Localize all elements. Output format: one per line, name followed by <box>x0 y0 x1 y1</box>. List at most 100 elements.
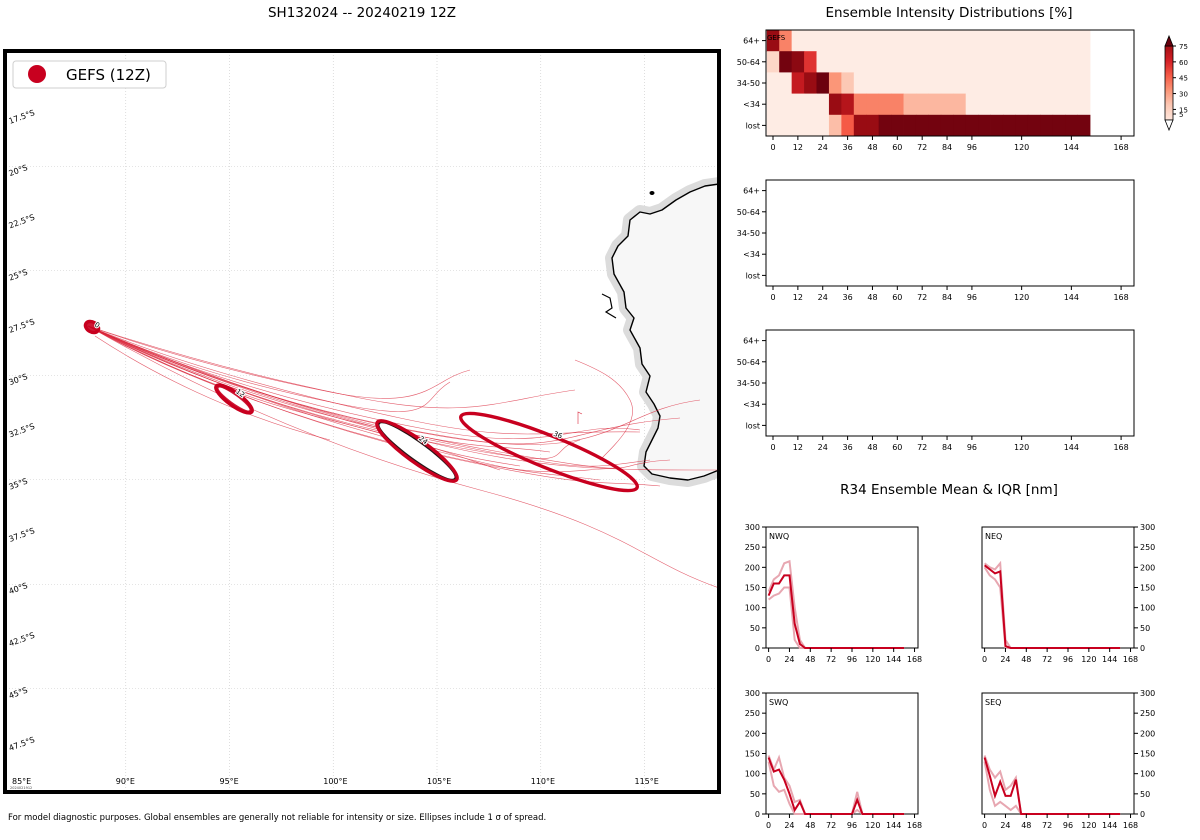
colorbar-extend-min <box>1164 119 1174 132</box>
x-tick-label: 24 <box>1000 821 1010 830</box>
x-tick-label: 144 <box>1064 443 1079 452</box>
y-tick-label: 50-64 <box>737 358 760 367</box>
heatmap-cell <box>766 93 780 116</box>
y-tick-label: 150 <box>745 750 760 759</box>
y-tick-label: 250 <box>745 709 760 718</box>
y-tick-label: 50-64 <box>737 208 760 217</box>
heatmap-cell <box>828 114 842 137</box>
x-tick-label: 144 <box>886 821 901 830</box>
heatmap-cell <box>791 72 805 94</box>
y-tick-label: 50 <box>750 790 760 799</box>
x-tick-label: 96 <box>967 293 977 302</box>
x-tick-label: 72 <box>1042 655 1052 664</box>
x-tick-label: 144 <box>1102 655 1117 664</box>
intensity-title: Ensemble Intensity Distributions [%] <box>825 5 1073 21</box>
y-tick-label: 50 <box>1140 790 1150 799</box>
heatmap-cell <box>915 30 929 52</box>
heatmap-cell <box>965 93 979 116</box>
heatmap-cell <box>1002 93 1016 116</box>
x-tick-label: 0 <box>982 655 987 664</box>
heatmap-cell <box>866 30 880 52</box>
heatmap-cell <box>841 51 855 73</box>
ensemble-track <box>87 325 651 467</box>
heatmap-cell <box>866 51 880 73</box>
longitude-label: 105°E <box>427 777 451 786</box>
heatmap-cell <box>804 114 817 137</box>
heatmap-cell <box>804 30 817 52</box>
heatmap-cell <box>978 30 991 52</box>
heatmap-cell <box>928 72 942 94</box>
ensemble-track <box>94 335 331 441</box>
heatmap-cell <box>804 72 817 94</box>
heatmap-cell <box>816 30 830 52</box>
heatmap-cell <box>953 72 967 94</box>
x-tick-label: 84 <box>942 143 952 152</box>
y-tick-label: 100 <box>745 770 760 779</box>
x-tick-label: 72 <box>826 821 836 830</box>
r34-iqr-high-swq <box>767 754 905 815</box>
heatmap-cell <box>791 51 805 73</box>
heatmap-cell <box>878 30 892 52</box>
y-tick-label: lost <box>746 271 760 280</box>
heatmap-cell <box>841 72 855 94</box>
x-tick-label: 84 <box>942 293 952 302</box>
heatmap-cell <box>903 30 917 52</box>
y-tick-label: 100 <box>1140 604 1155 613</box>
ellipse-inner <box>379 423 455 479</box>
heatmap-cell <box>828 93 842 116</box>
longitude-label: 95°E <box>220 777 239 786</box>
y-tick-label: 50 <box>1140 624 1150 633</box>
heatmap-cell <box>791 114 805 137</box>
heatmap-cell <box>816 93 830 116</box>
y-tick-label: 0 <box>755 810 760 819</box>
x-tick-label: 120 <box>1014 143 1029 152</box>
x-tick-label: 96 <box>967 143 977 152</box>
x-tick-label: 168 <box>1123 655 1138 664</box>
x-tick-label: 144 <box>1102 821 1117 830</box>
heatmap-cell <box>940 93 954 116</box>
heatmap-frame-3 <box>765 329 1135 437</box>
heatmap-cell <box>928 51 942 73</box>
heatmap-cell <box>853 30 867 52</box>
x-tick-label: 96 <box>1063 821 1073 830</box>
heatmap-cell <box>766 114 780 137</box>
y-tick-label: 250 <box>1140 543 1155 552</box>
heatmap-cell <box>878 51 892 73</box>
r34-iqr-low-swq <box>767 761 905 815</box>
map-title: SH132024 -- 20240219 12Z <box>267 5 457 21</box>
longitude-label: 85°E <box>12 777 31 786</box>
island <box>649 191 655 195</box>
heatmap-cell <box>940 30 954 52</box>
heatmap-cell <box>791 30 805 52</box>
heatmap-cell <box>816 51 830 73</box>
x-tick-label: 48 <box>1021 821 1031 830</box>
heatmap-cell <box>990 93 1004 116</box>
heatmap-cell <box>828 72 842 94</box>
heatmap-cell <box>1002 51 1016 73</box>
x-tick-label: 48 <box>867 293 877 302</box>
heatmap-cell <box>1040 30 1054 52</box>
heatmap-cell <box>990 51 1004 73</box>
y-tick-label: lost <box>746 421 760 430</box>
x-tick-label: 72 <box>917 293 927 302</box>
heatmap-cell <box>915 93 929 116</box>
colorbar-extend-max <box>1164 34 1174 47</box>
heatmap-cell <box>1015 114 1029 137</box>
x-tick-label: 168 <box>907 821 922 830</box>
y-tick-label: 34-50 <box>737 229 760 238</box>
x-tick-label: 24 <box>818 143 828 152</box>
heatmap-cell <box>866 114 880 137</box>
heatmap-cell <box>990 114 1004 137</box>
ensemble-track <box>574 359 633 461</box>
x-tick-label: 24 <box>784 821 794 830</box>
heatmap-cell <box>1040 72 1054 94</box>
x-tick-label: 24 <box>1000 655 1010 664</box>
heatmap-cell <box>779 93 793 116</box>
heatmap-cell <box>816 114 830 137</box>
x-tick-label: 0 <box>770 443 775 452</box>
x-tick-label: 120 <box>865 655 880 664</box>
heatmap-cell <box>866 72 880 94</box>
r34-panel-label: NEQ <box>985 532 1002 541</box>
heatmap-cell <box>928 93 942 116</box>
